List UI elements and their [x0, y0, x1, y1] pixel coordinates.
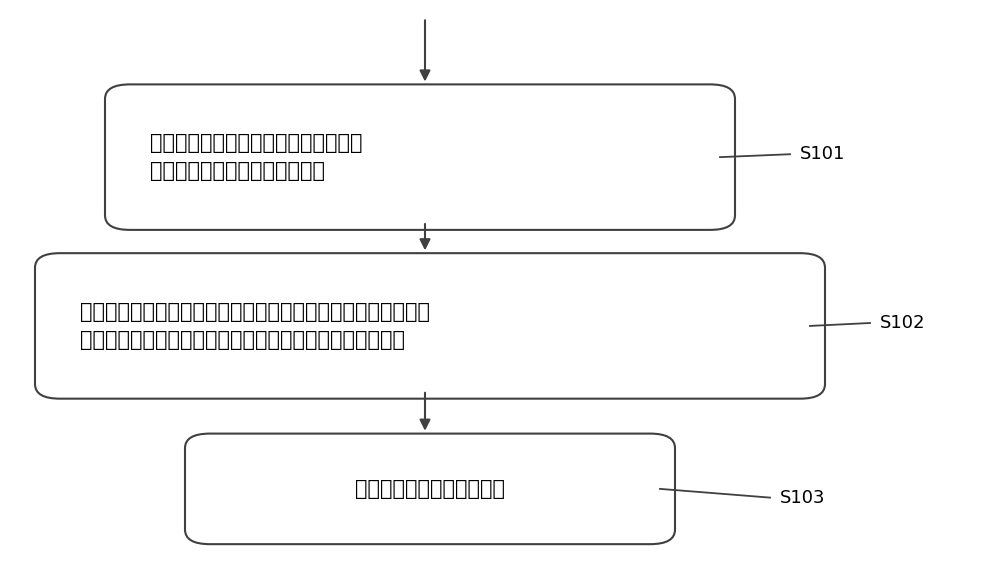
Text: 乘法累加器单元队列中每个乘法累加器单元同时并行地对流经其
内部的卷积核数据和外部数据分别进行相应的乘法累加处理: 乘法累加器单元队列中每个乘法累加器单元同时并行地对流经其 内部的卷积核数据和外部… — [80, 302, 430, 350]
Text: S103: S103 — [780, 489, 826, 506]
Text: 并分别输出于数据存储单元: 并分别输出于数据存储单元 — [355, 479, 505, 499]
FancyBboxPatch shape — [105, 84, 735, 230]
FancyBboxPatch shape — [35, 253, 825, 399]
Text: S102: S102 — [880, 314, 926, 332]
Text: S101: S101 — [800, 146, 845, 163]
Text: 将卷积核数据和外部数据从不同方向并
行地输入到乘法累加器单元队列: 将卷积核数据和外部数据从不同方向并 行地输入到乘法累加器单元队列 — [150, 133, 362, 181]
FancyBboxPatch shape — [185, 434, 675, 544]
